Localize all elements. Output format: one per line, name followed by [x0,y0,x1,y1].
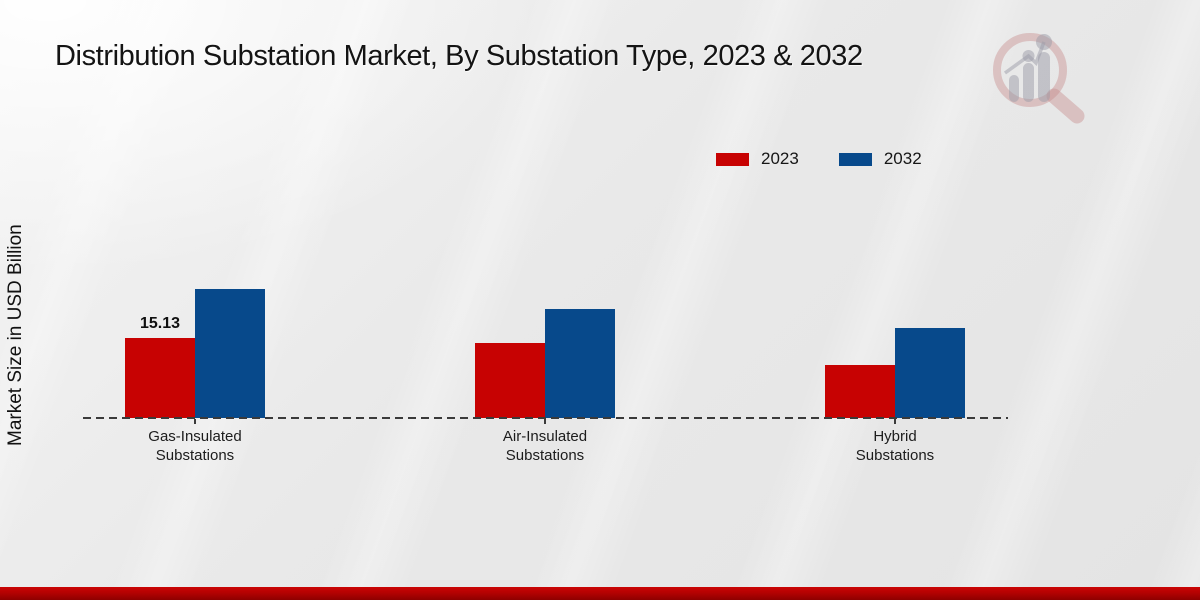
magnifier-icon [993,33,1085,124]
footer-accent-bar [0,587,1200,600]
bar-2023-hybrid-substations [825,365,895,418]
legend-swatch-2023 [716,152,749,166]
legend-item-2023: 2023 [716,149,799,169]
bar-2032-air-insulated-substations [545,309,615,418]
bar-2023-air-insulated-substations [475,343,545,418]
bar-2023-gas-insulated-substations [125,338,195,418]
x-axis-tick [194,419,196,424]
legend-item-2032: 2032 [838,149,922,169]
legend: 2023 2032 [716,149,922,169]
category-label: Air-Insulated Substations [502,428,588,464]
brand-logo-watermark [993,33,1085,124]
bar-2032-gas-insulated-substations [195,289,265,418]
bar-2032-hybrid-substations [895,328,965,418]
logo-trendline-icon [1003,41,1046,75]
logo-bars-icon [1009,34,1052,102]
x-axis-tick [544,419,546,424]
bar-value-label: 15.13 [139,315,181,332]
legend-label-2032: 2032 [883,149,922,168]
category-label: Hybrid Substations [855,428,935,464]
y-axis-title: Market Size in USD Billion [5,224,26,446]
x-axis-line [83,417,1008,419]
legend-swatch-2032 [838,152,872,166]
x-axis-tick [894,419,896,424]
category-label: Gas-Insulated Substations [148,428,242,464]
legend-label-2023: 2023 [761,149,799,168]
chart-title: Distribution Substation Market, By Subst… [55,40,863,72]
